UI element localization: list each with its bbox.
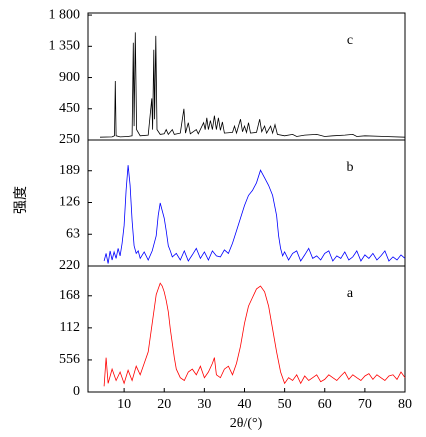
panel-label: b (347, 160, 354, 175)
x-tick-label: 60 (318, 397, 332, 412)
y-tick-label: 63 (66, 226, 80, 241)
x-tick-label: 40 (237, 397, 251, 412)
panel-label: a (347, 286, 354, 301)
panel-frame (87, 265, 406, 393)
y-tick-label: 0 (73, 384, 80, 399)
y-tick-label: 1 800 (49, 7, 81, 22)
y-tick-label: 168 (59, 288, 80, 303)
xrd-line (103, 165, 406, 264)
y-tick-label: 1 350 (49, 39, 81, 54)
y-tick-label: 900 (59, 70, 80, 85)
y-tick-label: 450 (59, 101, 80, 116)
panel-frame (87, 139, 406, 267)
y-tick-label: 112 (60, 320, 80, 335)
y-tick-label: 250 (59, 132, 80, 147)
x-tick-label: 80 (398, 397, 412, 412)
xrd-line (99, 32, 406, 138)
x-tick-label: 70 (358, 397, 372, 412)
y-tick-label: 556 (59, 352, 80, 367)
x-tick-label: 30 (197, 397, 211, 412)
y-tick-label: 189 (59, 163, 80, 178)
x-tick-label: 20 (157, 397, 171, 412)
y-tick-label: 220 (59, 258, 80, 273)
x-axis-label: 2θ/(°) (230, 416, 263, 431)
panel-label: c (347, 33, 353, 48)
x-tick-label: 10 (117, 397, 131, 412)
y-tick-label: 126 (59, 195, 80, 210)
y-axis-label: 强度 (13, 186, 29, 214)
xrd-line (103, 282, 406, 387)
x-tick-label: 50 (278, 397, 292, 412)
